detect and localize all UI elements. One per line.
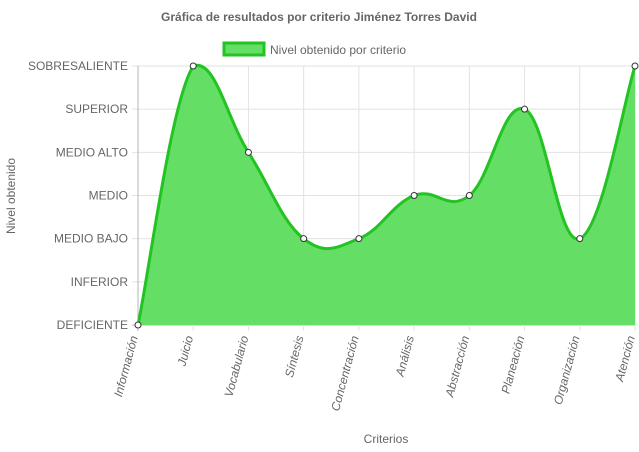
point-layer bbox=[134, 62, 639, 329]
data-point[interactable] bbox=[465, 192, 473, 199]
x-tick-label: Vocabulario bbox=[222, 334, 252, 399]
x-tick-label: Planeación bbox=[499, 334, 528, 395]
data-point[interactable] bbox=[410, 192, 418, 199]
data-point[interactable] bbox=[355, 235, 363, 243]
y-tick-label: SOBRESALIENTE bbox=[28, 59, 128, 73]
data-point[interactable] bbox=[521, 105, 529, 113]
data-point[interactable] bbox=[244, 148, 252, 156]
series-line bbox=[136, 63, 637, 326]
data-point[interactable] bbox=[631, 62, 639, 70]
data-point[interactable] bbox=[576, 235, 584, 243]
y-tick-label: MEDIO bbox=[89, 189, 128, 203]
x-tick-label: Organización bbox=[551, 334, 583, 406]
legend-label: Nivel obtenido por criterio bbox=[270, 43, 406, 57]
y-tick-label: MEDIO ALTO bbox=[56, 145, 128, 159]
data-point[interactable] bbox=[300, 235, 308, 243]
x-tick-label: Juicio bbox=[174, 334, 196, 369]
x-tick-label: Análisis bbox=[393, 334, 417, 379]
area-layer bbox=[136, 63, 637, 326]
chart-title: Gráfica de resultados por criterio Jimén… bbox=[161, 10, 477, 24]
x-tick-label: Concentración bbox=[328, 334, 362, 413]
x-tick-label: Información bbox=[111, 334, 141, 398]
y-axis-title: Nivel obtenido bbox=[4, 158, 18, 234]
y-tick-label: INFERIOR bbox=[71, 275, 129, 289]
x-tick-label: Síntesis bbox=[282, 334, 307, 379]
y-tick-label: DEFICIENTE bbox=[57, 318, 128, 332]
x-tick-label: Abstracción bbox=[442, 334, 472, 399]
y-tick-label: MEDIO BAJO bbox=[54, 232, 128, 246]
legend[interactable]: Nivel obtenido por criterio bbox=[222, 41, 406, 57]
series-area bbox=[138, 65, 635, 325]
x-tick-label: Atención bbox=[612, 334, 638, 384]
legend-swatch bbox=[222, 41, 266, 57]
x-tick-labels: Información Juicio Vocabulario Síntesis Conc… bbox=[111, 334, 638, 413]
y-tick-label: SUPERIOR bbox=[65, 102, 128, 116]
data-point[interactable] bbox=[134, 321, 142, 329]
x-axis-title: Criterios bbox=[364, 432, 409, 446]
data-point[interactable] bbox=[189, 62, 197, 70]
y-tick-labels: DEFICIENTE INFERIOR MEDIO BAJO MEDIO MEDIO A… bbox=[28, 59, 128, 332]
